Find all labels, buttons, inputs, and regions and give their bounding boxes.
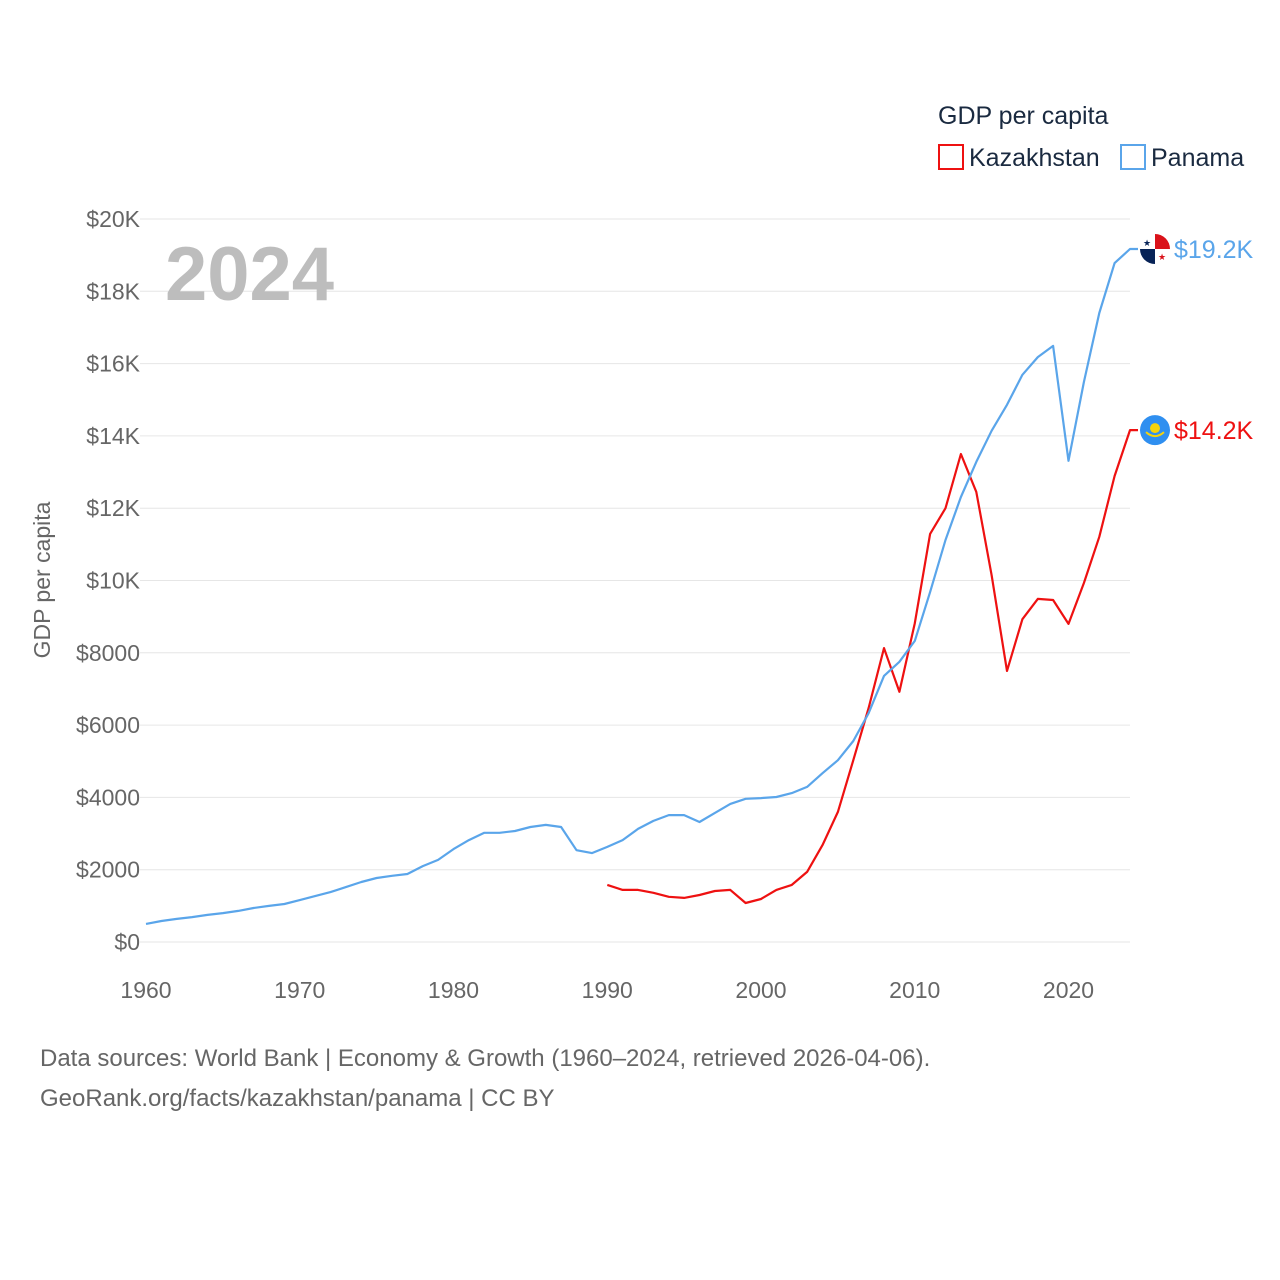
legend: Kazakhstan Panama — [938, 144, 1244, 172]
series-line-kazakhstan — [606, 429, 1138, 905]
y-tick-label: $16K — [86, 351, 140, 377]
x-axis-ticks: 1960 1970 1980 1990 2000 2010 2020 — [120, 977, 1094, 1003]
source-line-1: Data sources: World Bank | Economy & Gro… — [40, 1045, 931, 1072]
legend-title: GDP per capita — [938, 102, 1109, 130]
y-axis-ticks: $0 $2000 $4000 $6000 $8000 $10K $12K $14K $16K $1… — [76, 206, 141, 955]
x-tick-label: 1990 — [582, 977, 633, 1003]
svg-text:★: ★ — [1158, 252, 1166, 262]
legend-swatch-panama[interactable] — [1120, 144, 1146, 170]
y-axis-label: GDP per capita — [29, 501, 55, 658]
y-tick-label: $8000 — [76, 640, 140, 666]
x-tick-label: 1960 — [120, 977, 171, 1003]
legend-swatch-kazakhstan[interactable] — [938, 144, 964, 170]
y-tick-label: $18K — [86, 278, 140, 304]
end-label-kazakhstan: $14.2K — [1174, 417, 1254, 445]
year-watermark: 2024 — [165, 232, 334, 317]
legend-label-kazakhstan[interactable]: Kazakhstan — [969, 144, 1100, 172]
end-labels: $14.2K★★ $19.2K — [1140, 234, 1254, 446]
end-label-panama: $19.2K — [1174, 236, 1254, 264]
y-tick-label: $10K — [86, 568, 140, 594]
y-tick-label: $0 — [114, 929, 140, 955]
series-line-panama — [145, 247, 1138, 925]
svg-text:★: ★ — [1143, 238, 1151, 248]
y-tick-label: $14K — [86, 423, 140, 449]
y-tick-label: $6000 — [76, 712, 140, 738]
series-lines — [145, 247, 1138, 925]
y-tick-label: $4000 — [76, 784, 140, 810]
panama-flag-icon: ★★ — [1140, 234, 1170, 265]
legend-label-panama[interactable]: Panama — [1151, 144, 1244, 172]
x-tick-label: 2020 — [1043, 977, 1094, 1003]
x-tick-label: 2000 — [735, 977, 786, 1003]
gridlines — [140, 218, 1130, 943]
x-tick-label: 1970 — [274, 977, 325, 1003]
line-chart: $0 $2000 $4000 $6000 $8000 $10K $12K $14K $16K $1… — [29, 102, 1254, 1003]
y-tick-label: $20K — [86, 206, 140, 232]
kazakhstan-flag-icon — [1140, 415, 1170, 446]
x-tick-label: 1980 — [428, 977, 479, 1003]
y-tick-label: $12K — [86, 495, 140, 521]
y-tick-label: $2000 — [76, 857, 140, 883]
source-line-2[interactable]: GeoRank.org/facts/kazakhstan/panama | CC… — [40, 1085, 555, 1112]
x-tick-label: 2010 — [889, 977, 940, 1003]
